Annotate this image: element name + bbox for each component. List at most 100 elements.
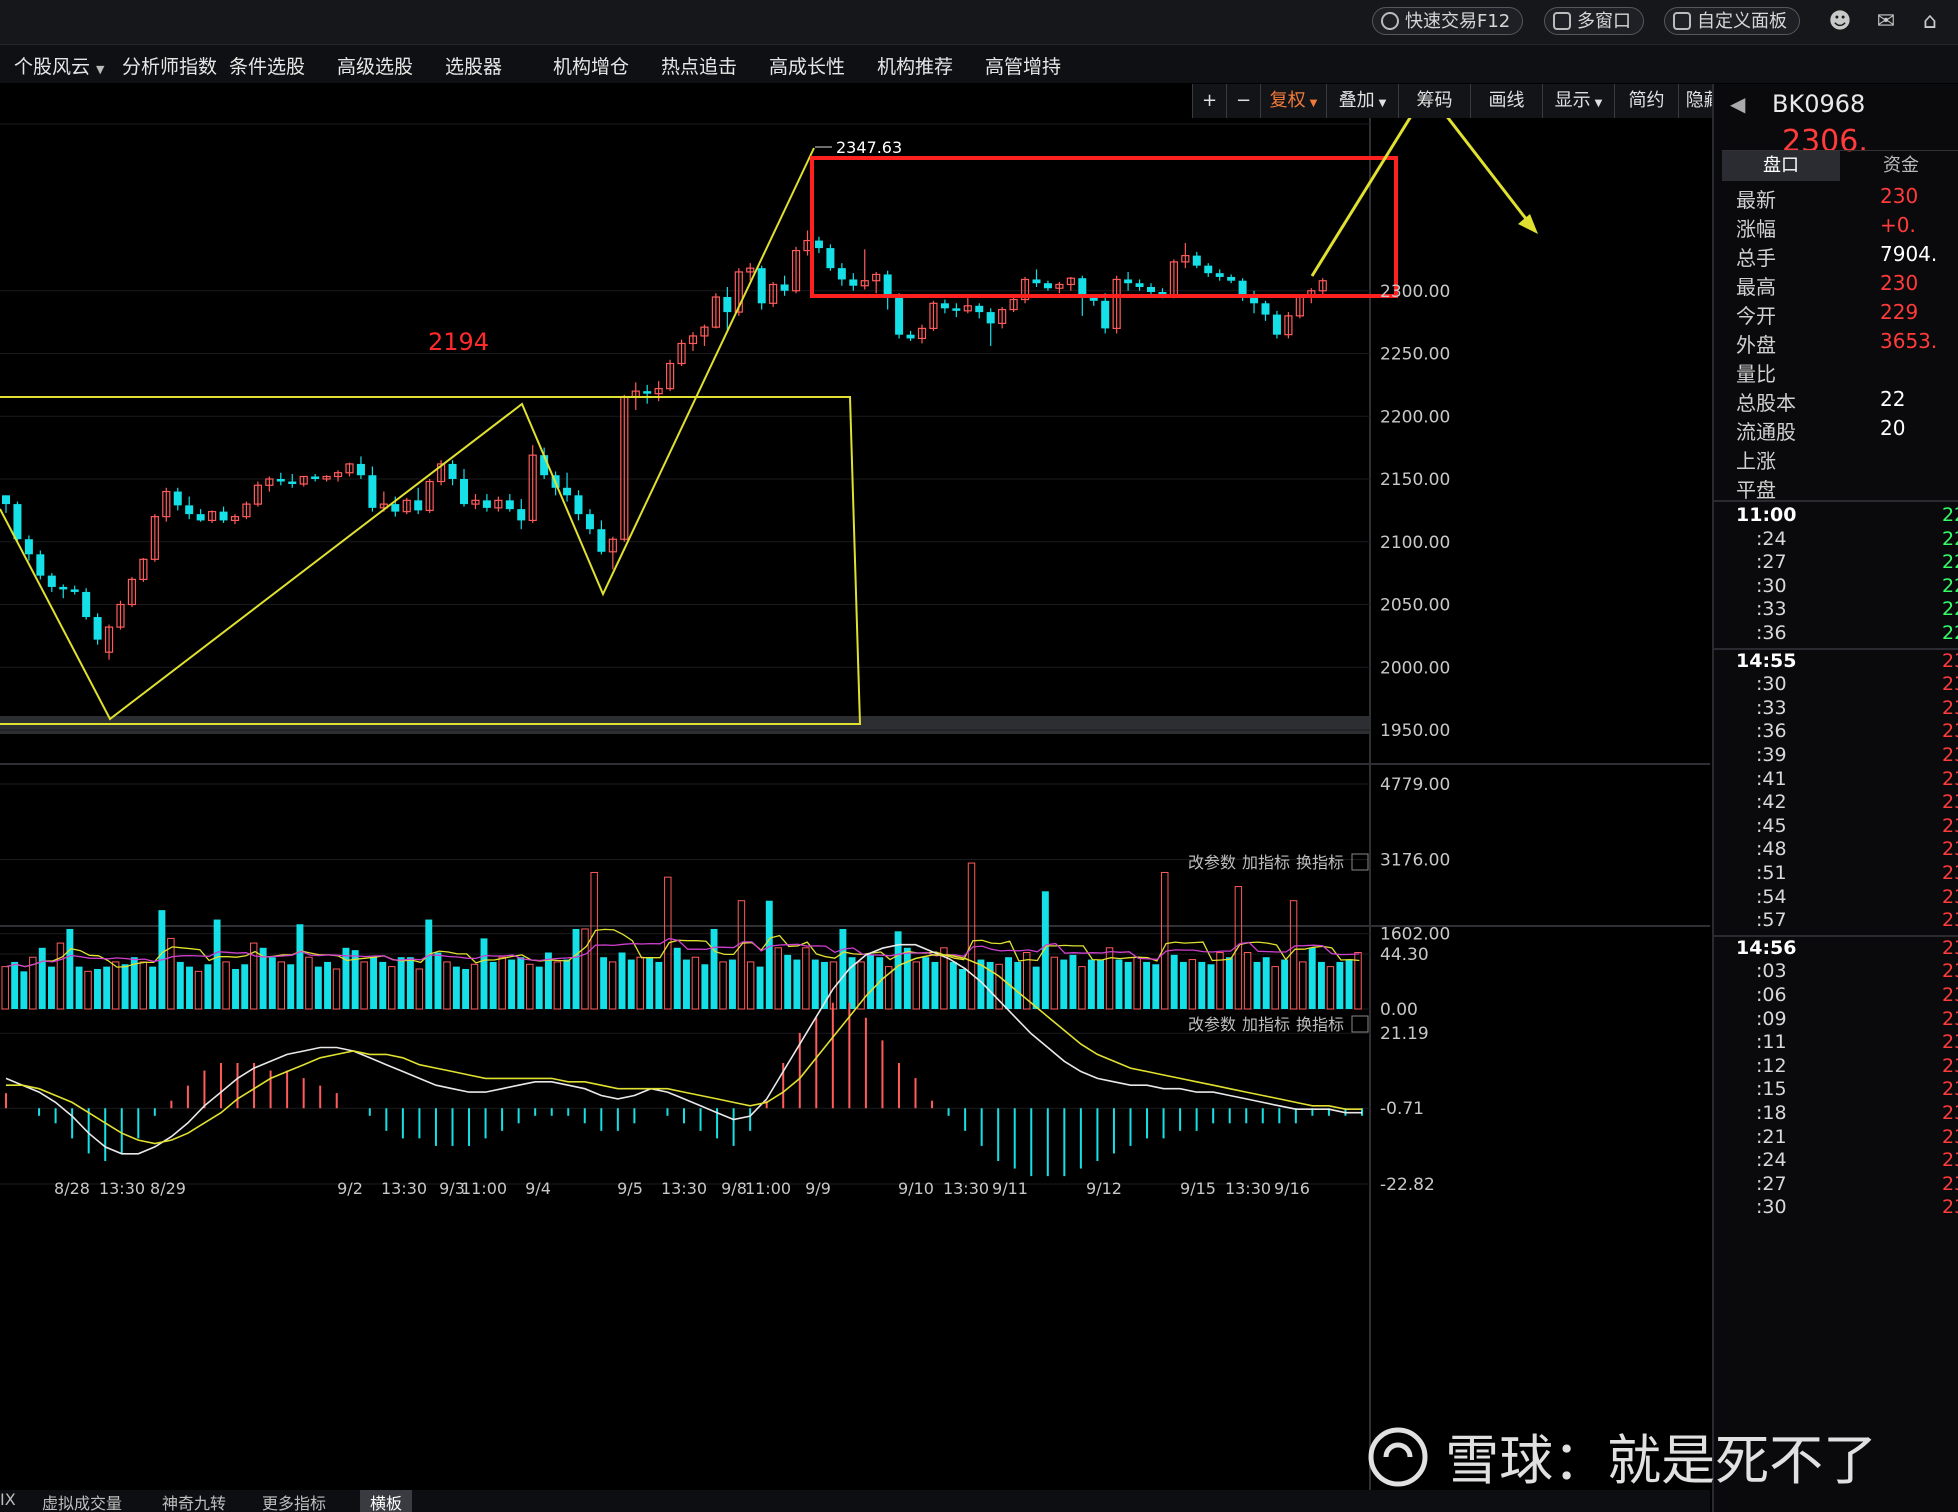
- volume-bar-up: [857, 961, 865, 1010]
- menu-item-hot-chase[interactable]: 热点追击: [661, 56, 738, 78]
- volume-bar-down: [296, 924, 304, 1009]
- volume-bar-down: [342, 947, 350, 1009]
- volume-bar-up: [1078, 966, 1086, 1010]
- volume-bar-down: [1069, 954, 1077, 1009]
- tick-price: 23: [1942, 649, 1958, 672]
- multi-window-button[interactable]: 多窗口: [1544, 7, 1644, 35]
- volume-bar-up: [1023, 952, 1031, 1010]
- volume-bar-down: [1170, 954, 1178, 1009]
- volume-bar-up: [526, 963, 534, 1010]
- candle-down: [837, 268, 846, 280]
- chart-area[interactable]: 1950.00 2000.00 2050.00 2100.00 2150.00 2200.…: [0, 84, 1710, 1512]
- tab-virtual-volume[interactable]: 虚拟成交量: [42, 1494, 123, 1512]
- quick-trade-button[interactable]: 快速交易F12: [1372, 7, 1524, 35]
- display-button[interactable]: 显示 ▼: [1542, 84, 1614, 118]
- stat-label: 外盘: [1736, 333, 1776, 357]
- volume-bar-down: [563, 959, 571, 1009]
- tick-price: 23: [1942, 1125, 1958, 1148]
- tab-handicap[interactable]: 盘口: [1722, 151, 1840, 181]
- tick-price: 23: [1942, 960, 1958, 983]
- volume-bar-down: [287, 964, 295, 1009]
- candle-up: [104, 626, 114, 653]
- annotation-2194: 2194: [428, 328, 489, 356]
- stat-row: 平盘: [1714, 474, 1958, 504]
- volume-bar-down: [683, 959, 690, 1009]
- xueqiu-logo-icon: [1368, 1427, 1428, 1487]
- collapse-arrow-icon[interactable]: ◀: [1730, 92, 1746, 116]
- volume-bar-down: [729, 959, 736, 1009]
- candle-down: [1147, 286, 1155, 293]
- menu-item-stock-news[interactable]: 个股风云 ▼: [14, 52, 104, 79]
- volume-bar-up: [332, 968, 341, 1010]
- date-label: 9/9: [805, 1179, 831, 1198]
- menu-item-analyst-index[interactable]: 分析师指数: [122, 56, 218, 78]
- draw-line-button[interactable]: 画线: [1470, 84, 1542, 118]
- tick-price: 23: [1942, 1031, 1958, 1054]
- volume-bar-down: [876, 957, 884, 1009]
- candle-down: [356, 463, 365, 476]
- tick-time: :51: [1756, 862, 1787, 884]
- volume-bar-down: [922, 957, 930, 1009]
- volume-bar-down: [1308, 947, 1316, 1009]
- tick-price: 23: [1942, 936, 1958, 959]
- chips-button[interactable]: 筹码: [1398, 84, 1470, 118]
- overlay-button[interactable]: 叠加 ▼: [1326, 84, 1398, 118]
- tick-row: :51 23: [1714, 862, 1958, 892]
- tab-ix[interactable]: IX: [0, 1490, 16, 1509]
- candle-down: [1043, 283, 1052, 289]
- home-icon[interactable]: ⌂: [1923, 9, 1937, 34]
- candle-down: [391, 504, 400, 512]
- tab-horizontal[interactable]: 横板: [360, 1490, 413, 1512]
- volume-bar-down: [1262, 957, 1270, 1009]
- candle-down: [1078, 278, 1087, 298]
- volume-tick-label: 0.00: [1380, 1000, 1418, 1020]
- menu-item-institution-add[interactable]: 机构增仓: [553, 56, 630, 78]
- menu-item-condition-pick[interactable]: 条件选股: [229, 56, 306, 78]
- volume-bar-down: [103, 966, 111, 1009]
- restore-rights-button[interactable]: 复权 ▼: [1260, 84, 1326, 118]
- tab-more-indicators[interactable]: 更多指标: [262, 1494, 327, 1512]
- volume-bar-up: [1271, 966, 1279, 1010]
- simple-button[interactable]: 简约: [1614, 84, 1678, 118]
- tick-row: :41 23: [1714, 768, 1958, 798]
- volume-bar-down: [1005, 957, 1012, 1009]
- menu-item-executive-buy[interactable]: 高管增持: [985, 56, 1062, 78]
- user-icon[interactable]: ☻: [1828, 9, 1852, 34]
- menu-item-advanced-pick[interactable]: 高级选股: [337, 56, 414, 78]
- tick-price: 23: [1942, 984, 1958, 1006]
- menu-item-stock-picker[interactable]: 选股器: [445, 56, 503, 78]
- grid-layer: [0, 84, 1710, 1512]
- volume-bar-down: [489, 961, 497, 1009]
- volume-bar-down: [452, 966, 460, 1009]
- tick-price: 23: [1942, 838, 1958, 861]
- custom-panel-button[interactable]: 自定义面板: [1664, 7, 1800, 35]
- tab-magic-nine[interactable]: 神奇九转: [162, 1494, 227, 1512]
- menu-item-institution-recommend[interactable]: 机构推荐: [877, 56, 954, 78]
- stat-label: 上涨: [1736, 449, 1776, 473]
- mail-icon[interactable]: ✉: [1876, 9, 1896, 34]
- date-label: 13:30: [1225, 1179, 1271, 1198]
- tick-price: 23: [1942, 696, 1958, 719]
- tick-row: :30 23: [1714, 673, 1958, 703]
- candle-up: [1181, 255, 1190, 263]
- tick-time: :11: [1756, 1031, 1787, 1054]
- tab-funds[interactable]: 资金: [1883, 155, 1919, 176]
- price-tick-label: 2200.00: [1380, 407, 1450, 427]
- menu-item-high-growth[interactable]: 高成长性: [769, 56, 846, 78]
- date-label: 11:00: [745, 1179, 791, 1198]
- candle-up: [345, 463, 354, 474]
- tick-time: :54: [1756, 885, 1787, 908]
- date-label: 9/11: [992, 1179, 1028, 1198]
- zoom-in-button[interactable]: +: [1192, 84, 1226, 118]
- kline-chart[interactable]: 1950.00 2000.00 2050.00 2100.00 2150.00 2200.…: [0, 84, 1710, 1512]
- volume-bar-down: [38, 947, 46, 1009]
- zoom-out-button[interactable]: −: [1226, 84, 1260, 118]
- tick-time: :42: [1756, 791, 1787, 814]
- volume-bar-up: [553, 961, 562, 1010]
- stat-row: 今开 229: [1714, 300, 1958, 330]
- candle-down: [505, 500, 514, 510]
- tick-price: 23: [1942, 862, 1958, 884]
- candle-up: [425, 480, 434, 511]
- candle-down: [460, 479, 468, 505]
- volume-bar-up: [1354, 952, 1362, 1010]
